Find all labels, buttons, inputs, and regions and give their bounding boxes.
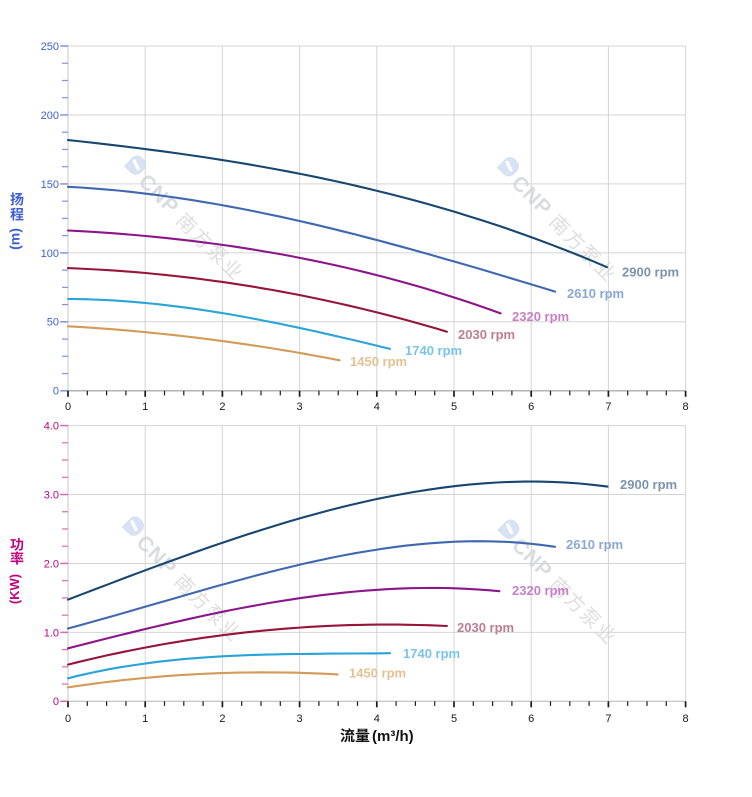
svg-text:100: 100 <box>41 248 59 260</box>
svg-text:150: 150 <box>41 179 59 191</box>
svg-text:1450 rpm: 1450 rpm <box>349 666 406 681</box>
svg-text:0: 0 <box>65 401 71 413</box>
svg-text:3: 3 <box>297 713 303 725</box>
svg-text:250: 250 <box>41 41 59 53</box>
svg-text:2900 rpm: 2900 rpm <box>620 477 677 492</box>
svg-text:2900 rpm: 2900 rpm <box>622 265 679 280</box>
svg-text:0: 0 <box>53 386 59 398</box>
svg-text:1: 1 <box>142 713 148 725</box>
svg-text:5: 5 <box>451 401 457 413</box>
svg-text:2: 2 <box>219 713 225 725</box>
svg-text:2030 rpm: 2030 rpm <box>458 327 515 342</box>
svg-text:8: 8 <box>683 713 689 725</box>
svg-text:1450 rpm: 1450 rpm <box>350 354 407 369</box>
svg-text:2320 rpm: 2320 rpm <box>512 309 569 324</box>
svg-text:50: 50 <box>47 317 59 329</box>
svg-text:6: 6 <box>528 713 534 725</box>
svg-text:5: 5 <box>451 713 457 725</box>
svg-text:3.0: 3.0 <box>44 489 59 501</box>
svg-text:4: 4 <box>374 401 380 413</box>
svg-text:1740 rpm: 1740 rpm <box>405 343 462 358</box>
svg-text:(m): (m) <box>6 228 22 250</box>
svg-text:4.0: 4.0 <box>44 420 59 432</box>
svg-text:7: 7 <box>605 401 611 413</box>
svg-text:2.0: 2.0 <box>44 558 59 570</box>
svg-text:2320 rpm: 2320 rpm <box>512 583 569 598</box>
svg-text:1.0: 1.0 <box>44 627 59 639</box>
svg-text:2610 rpm: 2610 rpm <box>567 286 624 301</box>
svg-text:1740 rpm: 1740 rpm <box>403 646 460 661</box>
svg-text:2: 2 <box>219 401 225 413</box>
svg-text:4: 4 <box>374 713 380 725</box>
svg-text:0: 0 <box>65 713 71 725</box>
svg-text:3: 3 <box>297 401 303 413</box>
svg-text:0: 0 <box>53 696 59 708</box>
svg-text:2030 rpm: 2030 rpm <box>457 620 514 635</box>
svg-text:1: 1 <box>142 401 148 413</box>
svg-text:200: 200 <box>41 110 59 122</box>
svg-text:8: 8 <box>683 401 689 413</box>
svg-text:(KW): (KW) <box>7 574 22 604</box>
svg-text:(m³/h): (m³/h) <box>372 728 414 745</box>
svg-text:2610 rpm: 2610 rpm <box>566 537 623 552</box>
svg-text:6: 6 <box>528 401 534 413</box>
svg-text:7: 7 <box>605 713 611 725</box>
